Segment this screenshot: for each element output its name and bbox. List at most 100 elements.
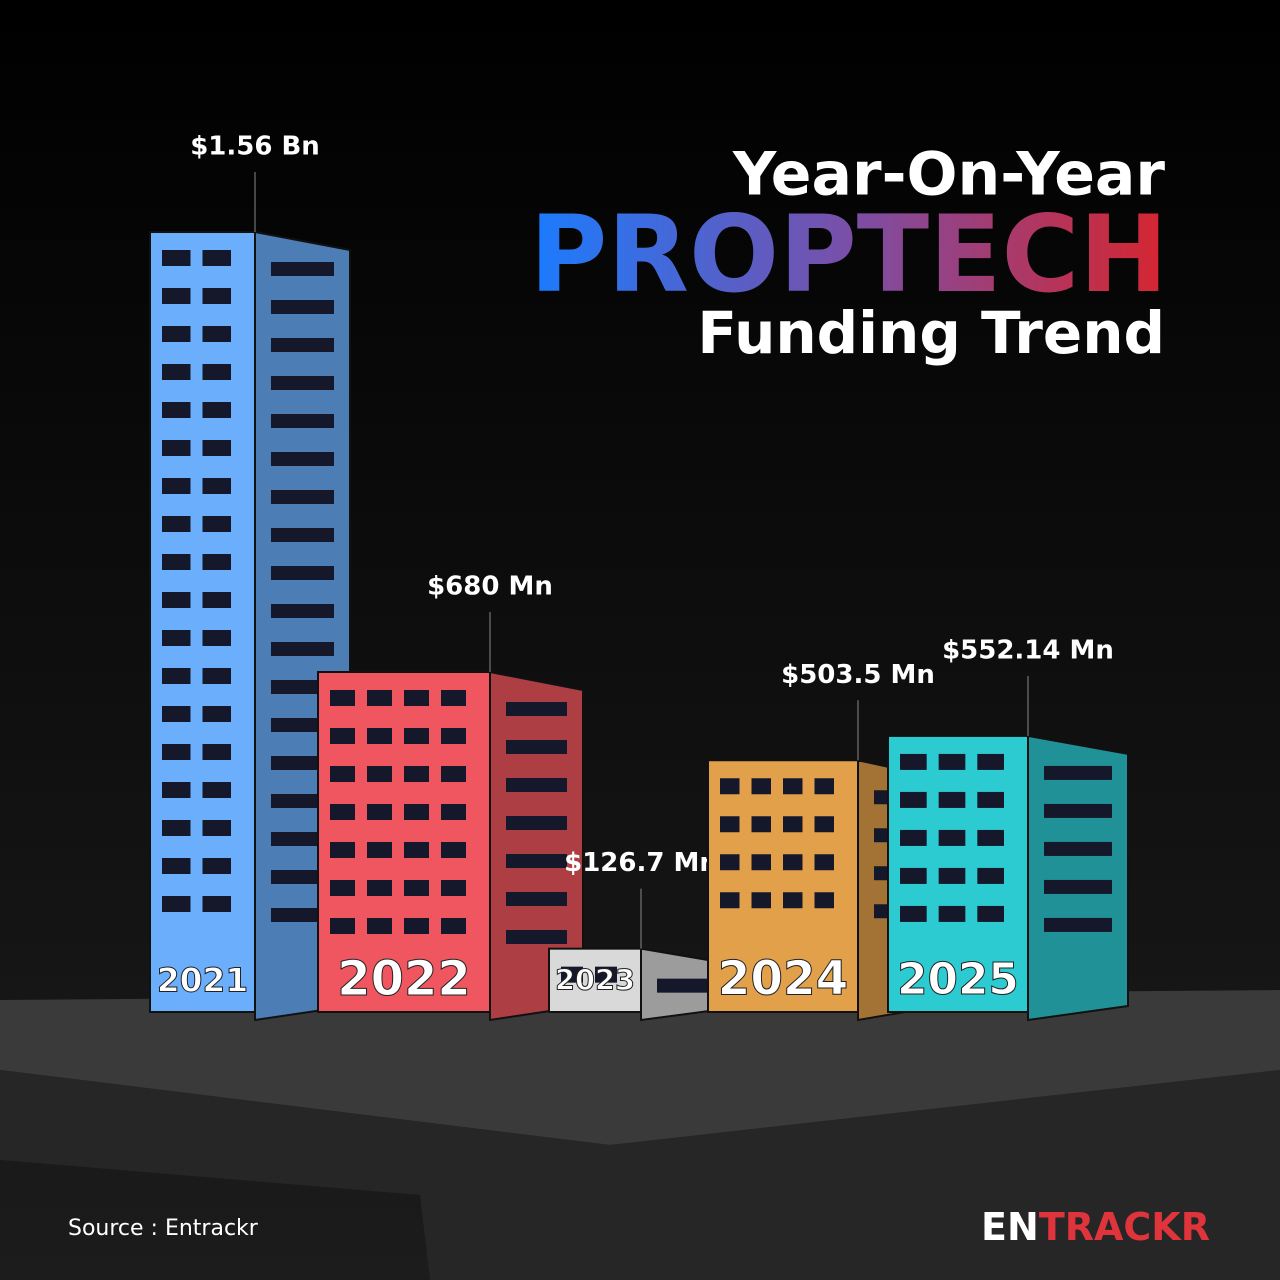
window <box>900 791 927 808</box>
window <box>202 478 231 494</box>
value-label: $126.7 Mn <box>564 848 718 878</box>
window <box>271 300 334 314</box>
window <box>900 753 927 770</box>
window <box>720 892 740 909</box>
window <box>330 690 355 706</box>
bar <box>149 231 256 1013</box>
ground <box>0 990 1280 1145</box>
window <box>202 554 231 570</box>
window <box>162 250 191 266</box>
window <box>751 892 771 909</box>
window <box>938 867 966 884</box>
window <box>202 896 231 912</box>
window <box>330 728 355 744</box>
window <box>814 816 834 833</box>
window <box>271 376 334 390</box>
window <box>441 842 466 858</box>
window <box>506 816 567 830</box>
window <box>202 820 231 836</box>
window <box>162 706 191 722</box>
year-label: 2021 <box>157 962 248 1000</box>
window <box>900 867 927 884</box>
window <box>271 566 334 580</box>
window <box>271 414 334 428</box>
window <box>202 592 231 608</box>
window <box>783 854 803 871</box>
window <box>162 744 191 760</box>
window <box>202 440 231 456</box>
value-label: $552.14 Mn <box>942 635 1114 665</box>
window <box>814 854 834 871</box>
window <box>506 778 567 792</box>
window <box>202 326 231 342</box>
window <box>271 338 334 352</box>
window <box>162 668 191 684</box>
window <box>441 918 466 934</box>
window <box>751 816 771 833</box>
window <box>977 905 1004 922</box>
window <box>271 452 334 466</box>
title-line: Year-On-Year <box>732 140 1166 210</box>
source: Source : Entrackr <box>68 1216 259 1241</box>
window <box>367 804 392 820</box>
road <box>0 1070 1280 1280</box>
window <box>404 690 429 706</box>
window <box>506 892 567 906</box>
window <box>162 326 191 342</box>
window <box>162 896 191 912</box>
window <box>441 804 466 820</box>
window <box>162 478 191 494</box>
window <box>404 766 429 782</box>
year-label: 2023 <box>555 963 635 997</box>
window <box>1044 879 1112 894</box>
window <box>561 966 583 983</box>
window <box>162 364 191 380</box>
value-label: $680 Mn <box>427 572 553 602</box>
window <box>202 858 231 874</box>
window <box>367 766 392 782</box>
window <box>202 744 231 760</box>
window <box>162 782 191 798</box>
window <box>938 753 966 770</box>
window <box>506 702 567 716</box>
window <box>751 854 771 871</box>
window <box>162 592 191 608</box>
bar <box>707 759 859 1013</box>
logo: ENTRACKR <box>981 1205 1210 1249</box>
window <box>404 880 429 896</box>
window <box>162 630 191 646</box>
window <box>271 490 334 504</box>
window <box>977 829 1004 846</box>
window <box>271 262 334 276</box>
window <box>330 918 355 934</box>
window <box>783 778 803 795</box>
window <box>977 791 1004 808</box>
window <box>900 905 927 922</box>
window <box>783 892 803 909</box>
window <box>506 740 567 754</box>
year-label: 2025 <box>897 954 1019 1005</box>
window <box>404 842 429 858</box>
window <box>814 892 834 909</box>
window <box>1044 917 1112 932</box>
value-label: $1.56 Bn <box>190 132 320 162</box>
window <box>367 918 392 934</box>
year-label: 2024 <box>718 952 848 1007</box>
window <box>1044 765 1112 780</box>
window <box>404 804 429 820</box>
window <box>162 820 191 836</box>
window <box>367 728 392 744</box>
window <box>814 778 834 795</box>
window <box>938 905 966 922</box>
window <box>202 630 231 646</box>
window <box>202 364 231 380</box>
window <box>595 966 617 983</box>
window <box>720 778 740 795</box>
window <box>330 804 355 820</box>
title-line: Funding Trend <box>697 299 1165 367</box>
year-label: 2022 <box>337 951 471 1007</box>
window <box>202 668 231 684</box>
window <box>202 782 231 798</box>
logo-part: EN <box>981 1205 1039 1249</box>
